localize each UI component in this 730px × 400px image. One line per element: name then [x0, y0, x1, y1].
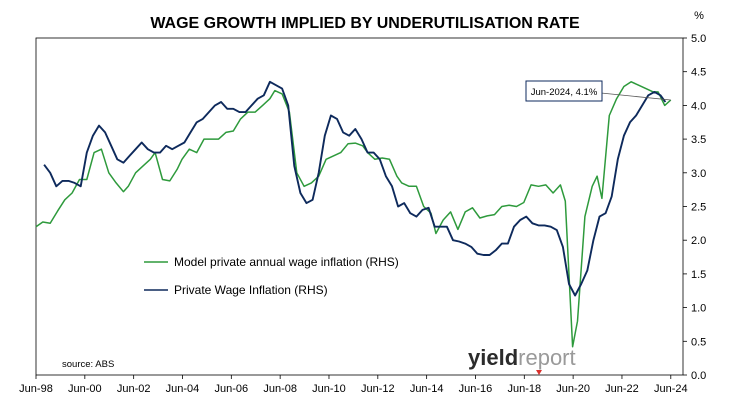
- legend-label-private: Private Wage Inflation (RHS): [174, 283, 328, 297]
- x-tick-label: Jun-14: [410, 383, 444, 395]
- series-group: [35, 80, 672, 348]
- y-tick-label: 2.0: [691, 235, 706, 247]
- svg-text:yieldreport: yieldreport: [468, 345, 576, 370]
- x-tick-label: Jun-06: [215, 383, 249, 395]
- y-unit-label: %: [694, 10, 704, 22]
- legend-label-model: Model private annual wage inflation (RHS…: [174, 255, 399, 269]
- yieldreport-logo: yieldreport: [468, 345, 576, 375]
- y-axis: 0.0 0.5 1.0 1.5 2.0 2.5 3.0 3.5 4.0 4.5 5.0: [683, 33, 706, 382]
- x-tick-label: Jun-18: [507, 383, 541, 395]
- y-tick-label: 3.5: [691, 134, 706, 146]
- x-tick-label: Jun-08: [263, 383, 297, 395]
- x-tick-label: Jun-12: [361, 383, 395, 395]
- x-tick-label: Jun-24: [654, 383, 688, 395]
- y-tick-label: 1.5: [691, 269, 706, 281]
- x-tick-label: Jun-22: [605, 383, 639, 395]
- x-tick-label: Jun-20: [556, 383, 590, 395]
- y-tick-label: 0.0: [691, 370, 706, 382]
- logo-part-report: report: [518, 345, 575, 370]
- legend: Model private annual wage inflation (RHS…: [144, 255, 399, 297]
- annotation: Jun-2024, 4.1%: [525, 80, 671, 102]
- source-label: source: ABS: [62, 359, 114, 370]
- y-tick-label: 3.0: [691, 168, 706, 180]
- logo-part-yield: yield: [468, 345, 518, 370]
- x-tick-label: Jun-02: [117, 383, 151, 395]
- chart-title: WAGE GROWTH IMPLIED BY UNDERUTILISATION …: [150, 15, 580, 32]
- y-tick-label: 1.0: [691, 303, 706, 315]
- y-tick-label: 4.5: [691, 67, 706, 79]
- annotation-box: [525, 80, 603, 102]
- x-tick-label: Jun-00: [68, 383, 102, 395]
- y-tick-label: 5.0: [691, 33, 706, 45]
- series-line-model-wage: [35, 81, 672, 348]
- annotation-leader-line: [600, 92, 671, 101]
- y-tick-label: 0.5: [691, 336, 706, 348]
- series-line-private-wage: [43, 80, 667, 297]
- y-tick-label: 4.0: [691, 100, 706, 112]
- x-tick-label: Jun-10: [312, 383, 346, 395]
- x-tick-label: Jun-98: [19, 383, 53, 395]
- x-tick-label: Jun-16: [459, 383, 493, 395]
- annotation-label: Jun-2024, 4.1%: [531, 87, 598, 98]
- logo-marker-icon: [536, 370, 542, 375]
- x-axis: Jun-98 Jun-00 Jun-02 Jun-04 Jun-06 Jun-08 Jun-…: [19, 375, 688, 395]
- x-tick-label: Jun-04: [166, 383, 200, 395]
- y-tick-label: 2.5: [691, 202, 706, 214]
